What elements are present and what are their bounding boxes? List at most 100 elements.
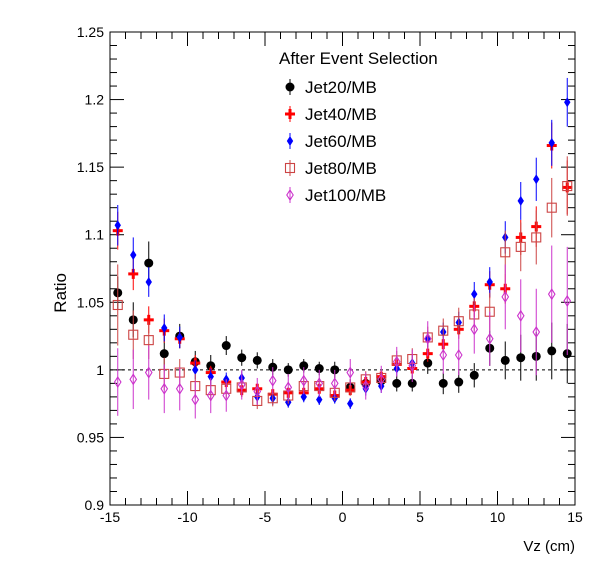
legend-entry: Jet20/MB [285,78,377,97]
y-tick-label: 1.2 [85,92,105,108]
legend-marker [285,109,295,119]
data-point [439,348,448,362]
data-point [533,174,540,185]
y-axis-label: Ratio [51,273,70,313]
data-point [408,359,417,372]
data-point [531,232,542,243]
data-point [453,316,464,327]
data-point [175,382,184,395]
data-point [159,349,169,359]
data-point [207,371,214,382]
legend-label: Jet60/MB [305,132,377,151]
axes: -15 -10 -5 0 5 10 15 0.9 0.95 1 1.05 1.1 1.15 1.2 1.25 [77,24,583,525]
data-point [516,309,525,322]
x-tick-label: 5 [416,509,424,525]
legend-marker [285,82,295,92]
data-point [176,332,183,343]
y-tick-label: 1.15 [77,159,104,175]
data-point [191,393,200,406]
data-point [346,366,355,379]
legend-entry: Jet60/MB [286,132,377,151]
data-point [471,289,478,300]
data-point [299,361,309,371]
data-point [237,353,247,363]
legend-label: Jet80/MB [305,159,377,178]
x-tick-label: -5 [259,509,272,525]
data-point [330,377,339,390]
x-tick-label: 15 [567,509,583,525]
data-point [314,364,324,374]
data-point [315,377,324,390]
data-point [221,341,231,351]
data-point [377,373,386,386]
data-point [143,335,154,346]
data-point [532,325,541,339]
data-point [160,382,169,395]
data-point [423,358,433,368]
data-point [130,249,137,260]
data-point [392,355,401,368]
data-point [469,370,479,380]
x-tick-label: 0 [339,509,347,525]
data-point [500,355,510,365]
data-point [252,355,262,365]
data-point [438,378,448,388]
y-tick-label: 1.25 [77,24,104,40]
data-point [423,332,432,345]
data-point [144,258,154,268]
data-point [547,346,557,356]
series-jet100-mb [113,245,572,419]
y-tick-label: 1.1 [85,227,105,243]
data-point [515,241,526,252]
legend-entry: Jet80/MB [284,159,377,178]
data-point [206,389,215,402]
data-point [454,377,464,387]
data-point [316,394,323,405]
data-point [144,366,153,379]
data-point [128,329,139,340]
data-point [407,378,417,388]
data-point [501,290,510,303]
x-tick-label: 10 [490,509,506,525]
data-point [112,299,123,311]
legend-label: Jet100/MB [305,186,386,205]
data-point [253,385,262,398]
legend: After Event Selection Jet20/MB Jet40/MB Je… [279,49,438,205]
data-point [438,325,449,336]
y-tick-label: 0.95 [77,429,104,445]
legend-entry: Jet40/MB [285,105,377,124]
data-point [486,277,493,288]
legend-label: Jet40/MB [305,105,377,124]
data-point [268,374,277,387]
x-axis-label: Vz (cm) [523,538,575,555]
data-point [470,323,479,336]
data-point [548,137,555,148]
legend-label: Jet20/MB [305,78,377,97]
data-point [546,202,557,213]
data-point [392,378,402,388]
data-point [237,378,246,391]
y-tick-label: 0.9 [85,497,105,513]
x-tick-label: -10 [177,509,197,525]
data-point [564,97,571,108]
legend-marker [286,136,294,146]
data-point [161,322,168,333]
legend-title: After Event Selection [279,49,438,68]
data-point [284,381,293,394]
y-tick-label: 1 [96,362,104,378]
data-point [563,294,572,307]
legend-entry: Jet100/MB [286,186,386,205]
data-point [145,277,152,288]
data-point [361,380,370,393]
data-point [300,391,307,402]
data-point [516,353,526,363]
data-point [485,332,494,345]
data-point [517,195,524,206]
data-point [562,181,573,192]
data-point [454,348,463,362]
data-point [299,374,308,387]
data-point [113,375,122,389]
data-point [114,220,121,231]
data-point [129,373,138,386]
